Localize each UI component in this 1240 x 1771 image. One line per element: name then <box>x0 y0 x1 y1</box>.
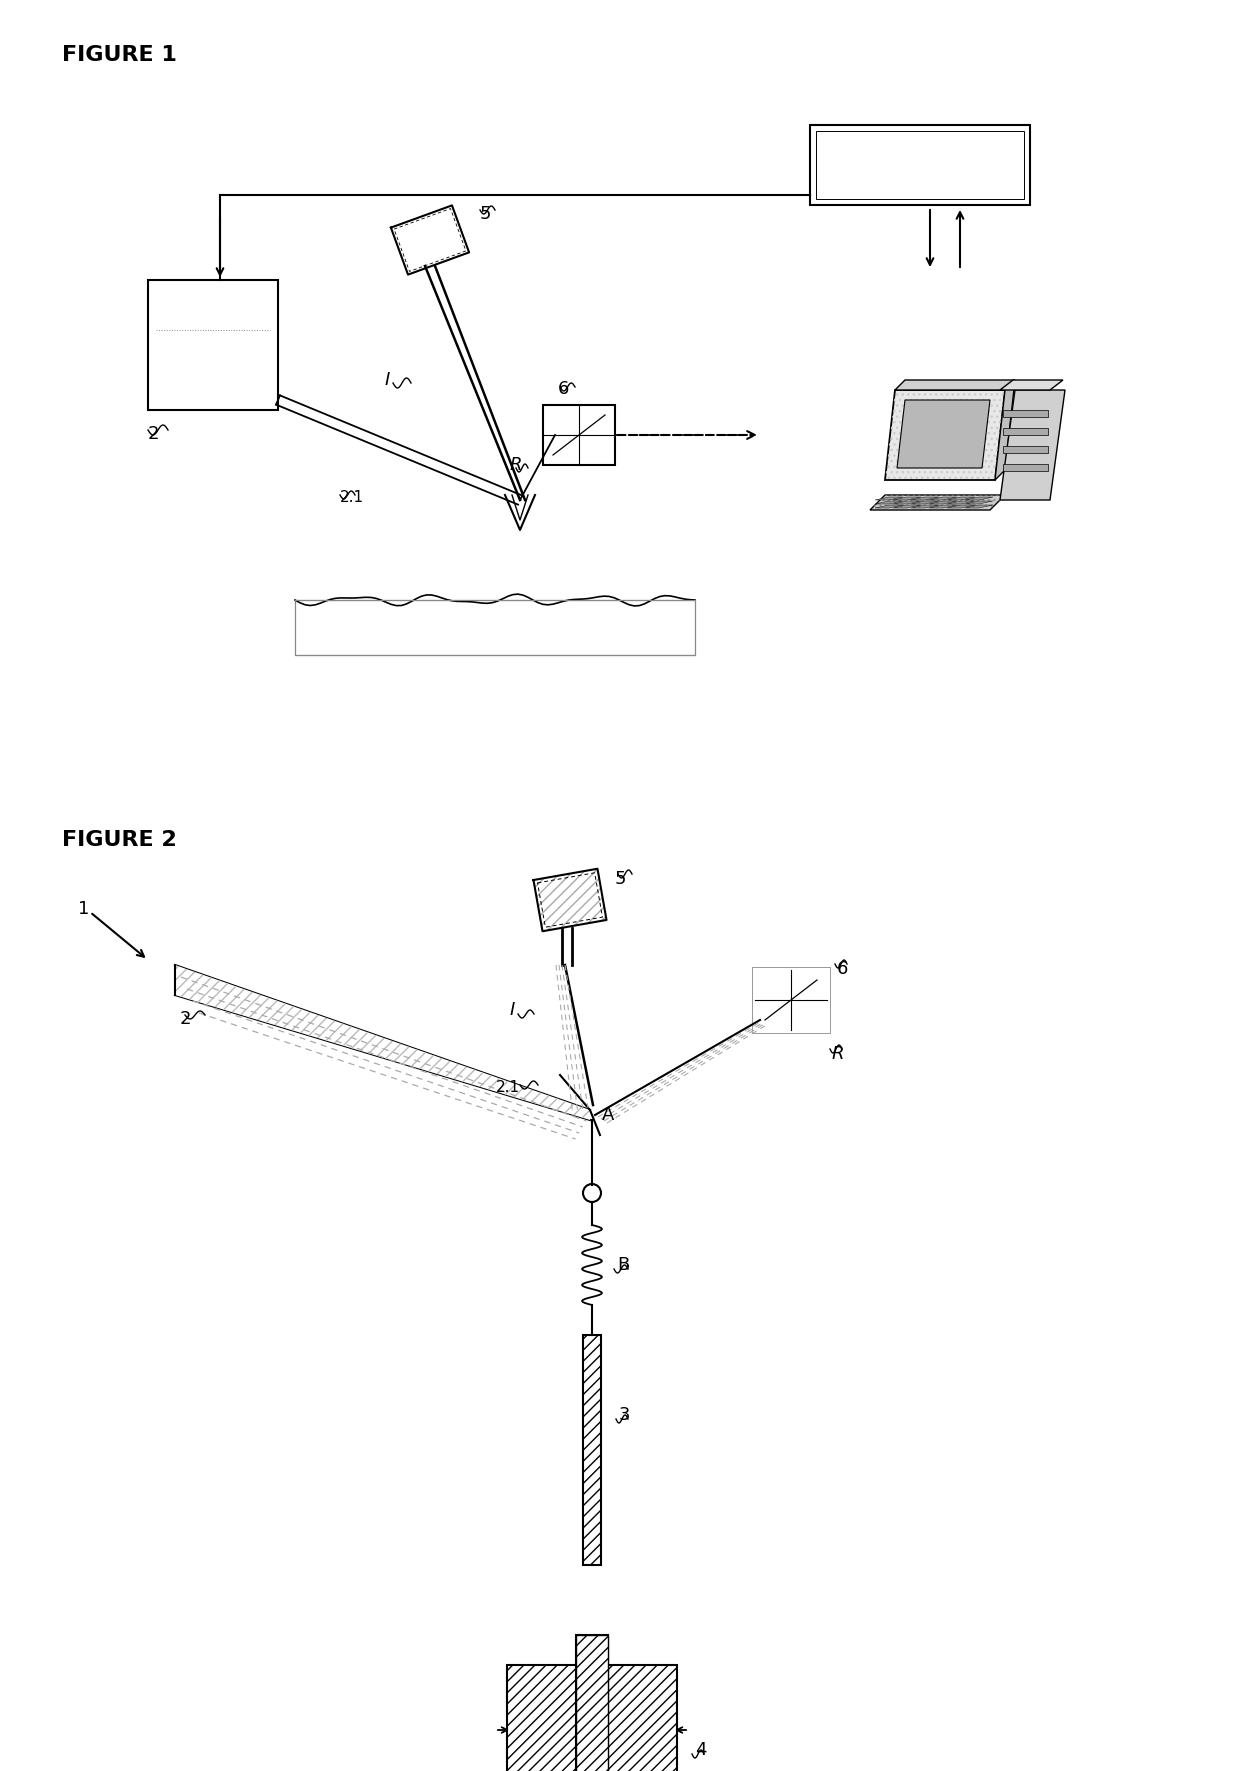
Polygon shape <box>965 505 993 508</box>
Polygon shape <box>870 496 1004 510</box>
Polygon shape <box>911 505 939 508</box>
Text: B: B <box>618 1256 629 1273</box>
Bar <box>577 1635 608 1771</box>
Bar <box>751 967 830 1032</box>
Polygon shape <box>929 505 957 508</box>
Text: 4: 4 <box>694 1741 707 1759</box>
Polygon shape <box>911 498 939 499</box>
Polygon shape <box>175 965 590 1119</box>
Bar <box>295 600 694 655</box>
Text: A: A <box>601 1107 614 1125</box>
Polygon shape <box>947 501 975 505</box>
Polygon shape <box>947 505 975 508</box>
Text: I: I <box>384 370 391 390</box>
Text: 6: 6 <box>837 960 848 978</box>
Polygon shape <box>1003 464 1048 471</box>
Text: 2: 2 <box>180 1009 191 1027</box>
Polygon shape <box>965 498 993 499</box>
Text: R: R <box>832 1045 844 1063</box>
Text: 2.1: 2.1 <box>496 1080 520 1094</box>
Polygon shape <box>895 381 1016 390</box>
Text: 2: 2 <box>148 425 160 443</box>
Polygon shape <box>929 501 957 505</box>
Bar <box>583 1335 601 1566</box>
Polygon shape <box>875 498 903 499</box>
Polygon shape <box>965 501 993 505</box>
Text: 5: 5 <box>480 205 491 223</box>
Polygon shape <box>999 381 1063 390</box>
Polygon shape <box>1003 429 1048 436</box>
Bar <box>543 406 615 466</box>
Polygon shape <box>929 498 957 499</box>
Bar <box>816 131 1024 198</box>
Polygon shape <box>875 501 903 505</box>
Text: 5: 5 <box>615 870 626 887</box>
Polygon shape <box>897 400 990 468</box>
Polygon shape <box>947 498 975 499</box>
Polygon shape <box>911 501 939 505</box>
Text: 3: 3 <box>619 1406 630 1424</box>
Text: 2.1: 2.1 <box>340 491 365 505</box>
Bar <box>507 1665 677 1771</box>
Bar <box>810 126 1030 205</box>
Polygon shape <box>875 505 903 508</box>
Bar <box>148 280 278 411</box>
Text: I: I <box>510 1001 515 1018</box>
Polygon shape <box>893 498 921 499</box>
Bar <box>755 971 827 1031</box>
Bar <box>577 1635 608 1771</box>
Text: FIGURE 1: FIGURE 1 <box>62 44 177 66</box>
Text: 1: 1 <box>78 900 89 917</box>
Polygon shape <box>1003 446 1048 453</box>
Polygon shape <box>893 505 921 508</box>
Polygon shape <box>1003 411 1048 416</box>
Polygon shape <box>885 390 1004 480</box>
Text: 6: 6 <box>558 381 569 398</box>
Text: R: R <box>510 455 522 475</box>
Polygon shape <box>994 381 1016 480</box>
Text: FIGURE 2: FIGURE 2 <box>62 831 177 850</box>
Polygon shape <box>893 501 921 505</box>
Polygon shape <box>999 390 1065 499</box>
